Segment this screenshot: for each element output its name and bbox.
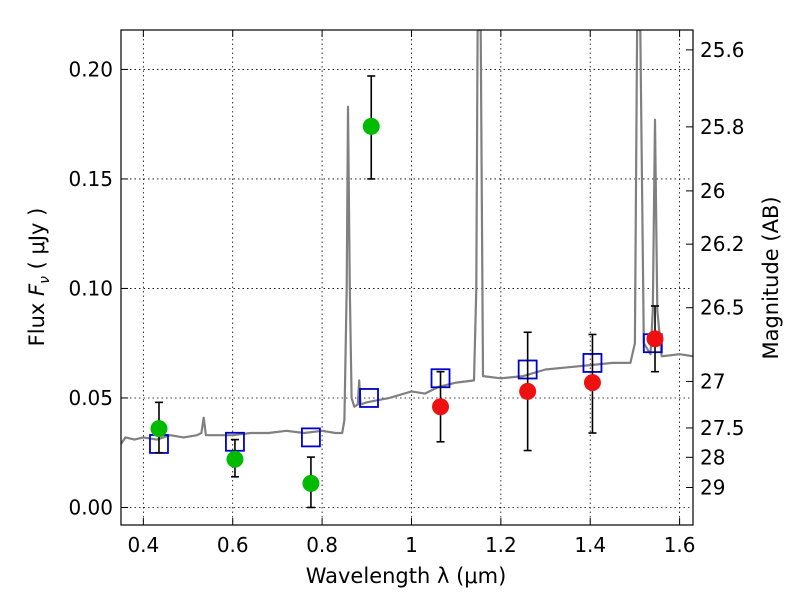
y-tick-label: 0.10 (68, 276, 113, 300)
magnitude-tick-label: 29 (700, 476, 725, 500)
y-tick-label: 0.15 (68, 167, 113, 191)
plot-frame (120, 29, 694, 526)
x-tick-label: 0.4 (127, 533, 159, 557)
observed-flux-point (432, 398, 450, 416)
y-axis-label: Flux Fν ( μJy ) (25, 208, 53, 347)
y-axis-label-symbol: F (25, 283, 49, 296)
ticks: 0.4 0.6 0.8 1 1.2 1.4 1.6 0.00 0.05 0.10 0.15 0.20 2… (68, 30, 745, 557)
model-photometry-square (301, 427, 321, 448)
y-tick-label: 0.00 (68, 495, 113, 519)
model-spectrum-line (121, 30, 693, 445)
x-tick-label: 0.6 (217, 533, 249, 557)
x-axis-label: Wavelength λ (μm) (306, 564, 507, 588)
x-tick-label: 1.6 (664, 533, 696, 557)
magnitude-tick-label: 25.8 (700, 115, 745, 139)
observed-flux-point (150, 420, 168, 438)
x-tick-label: 1.4 (574, 533, 606, 557)
observed-flux-point (226, 450, 244, 468)
observed-flux-point (583, 374, 601, 392)
gridlines (121, 30, 693, 525)
y-axis-label-suffix: ( μJy ) (25, 208, 49, 276)
observed-flux-point (302, 474, 320, 492)
magnitude-tick-label: 26 (700, 179, 725, 203)
observed-flux-point (646, 330, 664, 348)
magnitude-tick-label: 25.6 (700, 38, 745, 62)
magnitude-tick-label: 27 (700, 369, 725, 393)
y-tick-label: 0.05 (68, 386, 113, 410)
data-layer (121, 30, 693, 509)
magnitude-tick-label: 28 (700, 445, 725, 469)
right-axis-label: Magnitude (AB) (759, 196, 783, 359)
y-axis-label-prefix: Flux (25, 296, 49, 346)
x-tick-label: 0.8 (306, 533, 338, 557)
x-tick-label: 1 (405, 533, 418, 557)
magnitude-tick-label: 26.5 (700, 296, 745, 320)
magnitude-tick-label: 26.2 (700, 232, 745, 256)
y-tick-label: 0.20 (68, 57, 113, 81)
x-tick-label: 1.2 (485, 533, 517, 557)
model-photometry-square (359, 388, 379, 408)
y-axis-label-subscript: ν (37, 276, 53, 284)
observed-flux-point (362, 117, 380, 135)
magnitude-tick-label: 27.5 (700, 416, 745, 440)
observed-flux-point (519, 382, 537, 400)
